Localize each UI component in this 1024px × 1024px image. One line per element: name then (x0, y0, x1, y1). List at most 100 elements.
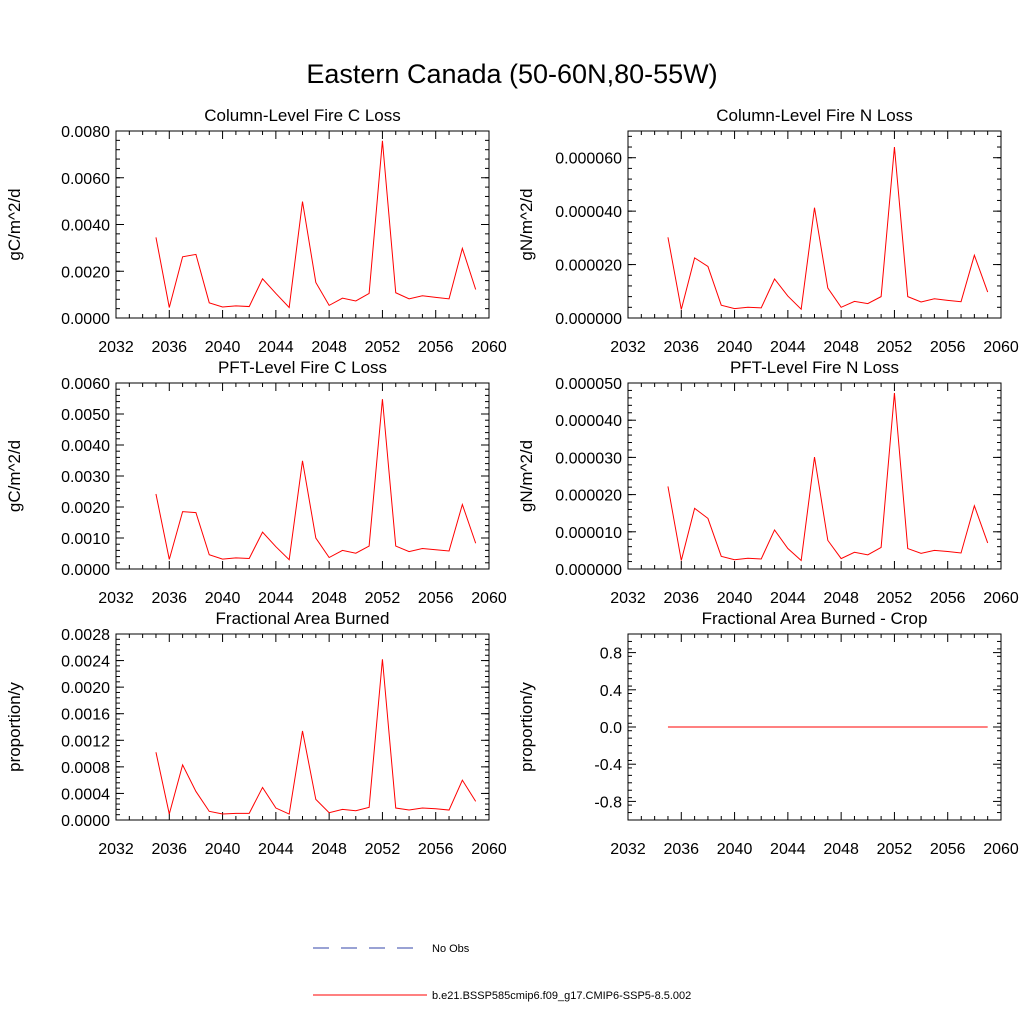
y-tick-label: -0.4 (594, 757, 622, 774)
y-axis-label: proportion/y (5, 682, 24, 772)
x-tick-label: 2052 (877, 339, 913, 356)
legend: No Obs b.e21.BSSP585cmip6.f09_g17.CMIP6-… (313, 943, 691, 1002)
y-tick-label: 0.0010 (61, 531, 110, 548)
y-tick-label: 0.000040 (555, 204, 622, 221)
x-tick-label: 2056 (930, 339, 966, 356)
panel-title: Fractional Area Burned - Crop (702, 609, 928, 628)
x-tick-label: 2060 (471, 841, 507, 858)
plot-frame (115, 633, 490, 821)
x-tick-label: 2048 (311, 841, 347, 858)
y-tick-label: 0.0040 (61, 218, 110, 235)
y-tick-label: 0.0030 (61, 469, 110, 486)
x-tick-label: 2044 (258, 339, 294, 356)
chart-panel-3: PFT-Level Fire C Loss gC/m^2/d 2032 2036 204… (5, 358, 507, 607)
x-tick-label: 2036 (663, 841, 699, 858)
x-tick-label: 2048 (311, 590, 347, 607)
y-tick-label: 0.0080 (61, 124, 110, 141)
x-tick-label: 2060 (983, 841, 1019, 858)
y-axis-label: gC/m^2/d (5, 188, 24, 260)
panel-title: Column-Level Fire C Loss (204, 106, 401, 125)
x-tick-label: 2036 (151, 841, 187, 858)
x-tick-label: 2052 (877, 841, 913, 858)
y-axis-label: proportion/y (517, 682, 536, 772)
y-tick-label: 0.4 (600, 683, 622, 700)
x-tick-label: 2036 (151, 590, 187, 607)
x-tick-label: 2060 (983, 590, 1019, 607)
x-tick-label: 2056 (930, 590, 966, 607)
x-tick-label: 2032 (610, 590, 646, 607)
y-tick-label: 0.0000 (61, 562, 110, 579)
y-tick-label: 0.0004 (61, 786, 110, 803)
x-tick-label: 2052 (365, 339, 401, 356)
panels: Column-Level Fire C Loss gC/m^2/d 2032 2036… (5, 106, 1019, 858)
x-tick-label: 2044 (770, 590, 806, 607)
panel-title: PFT-Level Fire C Loss (218, 358, 387, 377)
y-tick-label: 0.0050 (61, 407, 110, 424)
y-tick-label: 0.0060 (61, 376, 110, 393)
x-tick-label: 2044 (258, 590, 294, 607)
x-tick-label: 2048 (823, 339, 859, 356)
y-tick-label: 0.0024 (61, 654, 110, 671)
x-tick-label: 2044 (258, 841, 294, 858)
x-tick-label: 2040 (205, 841, 241, 858)
x-tick-label: 2044 (770, 339, 806, 356)
y-tick-label: 0.0060 (61, 171, 110, 188)
y-tick-label: 0.0012 (61, 733, 110, 750)
y-tick-label: 0.000020 (555, 258, 622, 275)
x-tick-label: 2036 (663, 339, 699, 356)
x-tick-label: 2032 (98, 339, 134, 356)
y-tick-label: 0.0008 (61, 760, 110, 777)
legend-obs-label: No Obs (432, 943, 470, 955)
plot-frame (115, 382, 490, 570)
y-tick-label: 0.8 (600, 646, 622, 663)
panel-title: PFT-Level Fire N Loss (730, 358, 899, 377)
y-tick-label: 0.0000 (61, 813, 110, 830)
y-tick-label: 0.0016 (61, 707, 110, 724)
y-tick-label: 0.0 (600, 720, 622, 737)
figure-title: Eastern Canada (50-60N,80-55W) (306, 59, 717, 89)
series-line (155, 140, 477, 309)
y-axis-label: gN/m^2/d (517, 188, 536, 260)
y-tick-label: 0.000020 (555, 488, 622, 505)
x-tick-label: 2032 (610, 841, 646, 858)
x-tick-label: 2052 (877, 590, 913, 607)
legend-model-label: b.e21.BSSP585cmip6.f09_g17.CMIP6-SSP5-8.… (432, 990, 691, 1002)
x-tick-label: 2044 (770, 841, 806, 858)
y-tick-label: 0.0020 (61, 680, 110, 697)
x-tick-label: 2040 (717, 339, 753, 356)
panel-title: Fractional Area Burned (216, 609, 390, 628)
x-tick-label: 2032 (610, 339, 646, 356)
panel-title: Column-Level Fire N Loss (716, 106, 913, 125)
x-tick-label: 2036 (151, 339, 187, 356)
y-tick-label: 0.000000 (555, 311, 622, 328)
chart-panel-6: Fractional Area Burned - Crop proportion/… (517, 609, 1019, 858)
x-tick-label: 2048 (823, 841, 859, 858)
y-tick-label: 0.0020 (61, 264, 110, 281)
x-tick-label: 2060 (983, 339, 1019, 356)
y-tick-label: 0.0000 (61, 311, 110, 328)
plot-frame (627, 130, 1002, 319)
x-tick-label: 2032 (98, 841, 134, 858)
x-tick-label: 2048 (823, 590, 859, 607)
y-axis-label: gC/m^2/d (5, 440, 24, 512)
x-tick-label: 2048 (311, 339, 347, 356)
y-tick-label: 0.000060 (555, 151, 622, 168)
chart-panel-2: Column-Level Fire N Loss gN/m^2/d 2032 2036… (517, 106, 1019, 356)
x-tick-label: 2040 (205, 590, 241, 607)
y-tick-label: 0.0040 (61, 438, 110, 455)
x-tick-label: 2052 (365, 590, 401, 607)
chart-panel-1: Column-Level Fire C Loss gC/m^2/d 2032 2036… (5, 106, 507, 356)
x-tick-label: 2032 (98, 590, 134, 607)
y-tick-label: 0.000010 (555, 525, 622, 542)
plot-frame (115, 130, 490, 319)
y-tick-label: 0.000050 (555, 376, 622, 393)
x-tick-label: 2056 (418, 339, 454, 356)
series-line (667, 392, 989, 562)
y-axis-label: gN/m^2/d (517, 440, 536, 512)
chart-panel-5: Fractional Area Burned proportion/y 2032 20… (5, 609, 507, 858)
y-tick-label: 0.000000 (555, 562, 622, 579)
x-tick-label: 2056 (930, 841, 966, 858)
y-tick-label: 0.0028 (61, 627, 110, 644)
y-tick-label: -0.8 (594, 794, 622, 811)
